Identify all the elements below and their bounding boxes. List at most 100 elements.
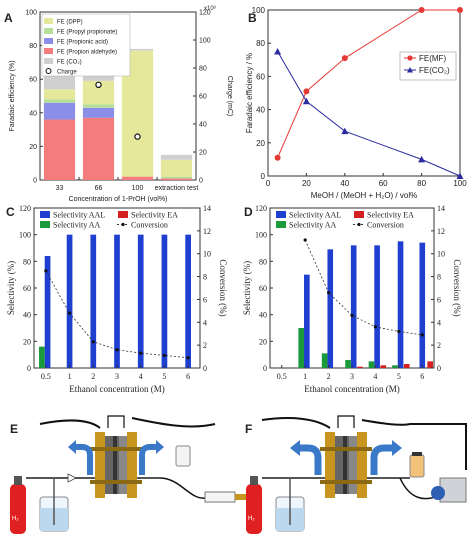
collection-vial [175, 445, 191, 467]
legend-label: Selectivity AA [289, 221, 337, 230]
conversion-point [44, 269, 48, 273]
conversion-point [303, 238, 307, 242]
legend-label: FE(CO₂) [419, 66, 450, 75]
y2-tick-label: 120 [199, 10, 211, 17]
panel-f-label: F [245, 422, 252, 436]
electrode-right-f [349, 436, 357, 494]
y-axis-label: Faradaic efficiency / % [245, 53, 254, 133]
data-point-co2 [302, 97, 310, 105]
y2-tick-label: 2 [203, 341, 207, 350]
y-tick-label: 80 [259, 257, 267, 266]
bar-segment [43, 72, 76, 90]
x-tick-label: 100 [132, 185, 144, 192]
y-tick-label: 80 [256, 39, 265, 48]
y2-axis-label: Conversion (%) [218, 259, 228, 316]
x-tick-label: 6 [186, 372, 190, 381]
legend-swatch [118, 211, 128, 218]
x-tick-label: 3 [350, 372, 354, 381]
h2-cylinder [10, 484, 26, 534]
y2-tick-label: 0 [437, 364, 441, 373]
conversion-point [373, 325, 378, 329]
legend-marker [121, 222, 125, 227]
y-tick-label: 100 [255, 231, 267, 240]
x-tick-label: 60 [379, 179, 388, 188]
y-tick-label: 120 [255, 204, 267, 213]
bar-segment [43, 99, 76, 103]
bar [427, 361, 433, 368]
end-plate-left-f [325, 432, 335, 498]
y2-axis-label: Conversion (%) [452, 259, 462, 316]
panel-e-schematic: E H₂ [10, 415, 257, 534]
bar [374, 245, 380, 368]
y-tick-label: 100 [25, 10, 37, 17]
bar [380, 365, 387, 368]
legend-label: Selectivity AAL [53, 211, 105, 220]
flow-arrow-right-f [370, 444, 392, 475]
bar-segment [82, 74, 115, 81]
x-tick-label: 5 [162, 372, 166, 381]
y-tick-label: 120 [19, 204, 31, 213]
y-tick-label: 60 [23, 284, 31, 293]
x-axis-label: MeOH / (MeOH + H₂O) / vol% [311, 191, 417, 200]
electrode-leads-f [337, 415, 355, 428]
x-tick-label: 4 [139, 372, 143, 381]
bar [321, 353, 328, 368]
bar-segment [82, 107, 115, 118]
y2-tick-label: 6 [203, 295, 207, 304]
legend-marker-charge [45, 68, 52, 74]
y2-tick-label: 60 [199, 94, 207, 101]
bar [327, 249, 334, 368]
y-tick-label: 20 [23, 337, 31, 346]
panel-a-label: A [4, 11, 13, 25]
wire-top-left-f [261, 417, 331, 429]
conversion-point [162, 353, 167, 358]
bar-segment [160, 159, 193, 177]
cylinder-valve-f [250, 476, 258, 485]
bar-segment [82, 80, 115, 105]
arrow-head-right-icon [156, 440, 164, 454]
y2-tick-label: 8 [437, 273, 441, 282]
charge-point [134, 133, 141, 140]
x-tick-label: 1 [303, 372, 307, 381]
y-axis-label: Faradaic efficiency (%) [9, 60, 16, 131]
x-tick-label: 100 [453, 179, 467, 188]
bar [66, 234, 73, 368]
data-point-co2 [341, 127, 349, 135]
bar [419, 242, 426, 368]
bar-segment [160, 154, 193, 160]
membrane-f [343, 436, 347, 494]
legend-swatch [276, 221, 286, 228]
legend-swatch [354, 211, 364, 218]
x-axis-label: Concentration of 1-PrOH (vol%) [69, 196, 168, 203]
loop-line-f [410, 423, 467, 470]
y-tick-label: 20 [29, 144, 37, 151]
y2-tick-label: 0 [203, 364, 207, 373]
bar [90, 234, 97, 368]
conversion-point [350, 313, 354, 318]
flow-arrow-right [139, 444, 156, 475]
x-tick-label: 2 [327, 372, 331, 381]
data-point-mf [274, 154, 281, 161]
y2-tick-label: 100 [199, 38, 211, 45]
data-point-mf [418, 7, 425, 13]
y2-tick-label: 12 [437, 227, 445, 236]
y2-tick-label: 4 [203, 318, 207, 327]
end-plate-left [95, 432, 105, 498]
arrow-head-left-f-icon [290, 440, 300, 456]
y-axis-label: Selectivity (%) [6, 261, 16, 315]
x-tick-label: 0.5 [277, 372, 287, 381]
x-tick-label: 6 [420, 372, 424, 381]
bar [39, 346, 45, 368]
y-tick-label: 20 [259, 337, 267, 346]
y2-tick-label: 4 [437, 318, 441, 327]
legend-label: FE (CO₂) [57, 60, 82, 66]
bolt-bottom [90, 480, 142, 484]
plot-frame [267, 9, 461, 177]
bar [357, 366, 363, 368]
x-tick-label: 33 [56, 185, 64, 192]
wire-top-right-f [361, 419, 411, 426]
bar-segment [43, 89, 76, 100]
panel-a: A33 66 100 extraction test02040608010002040… [4, 6, 233, 203]
wire-top-right [131, 417, 216, 428]
